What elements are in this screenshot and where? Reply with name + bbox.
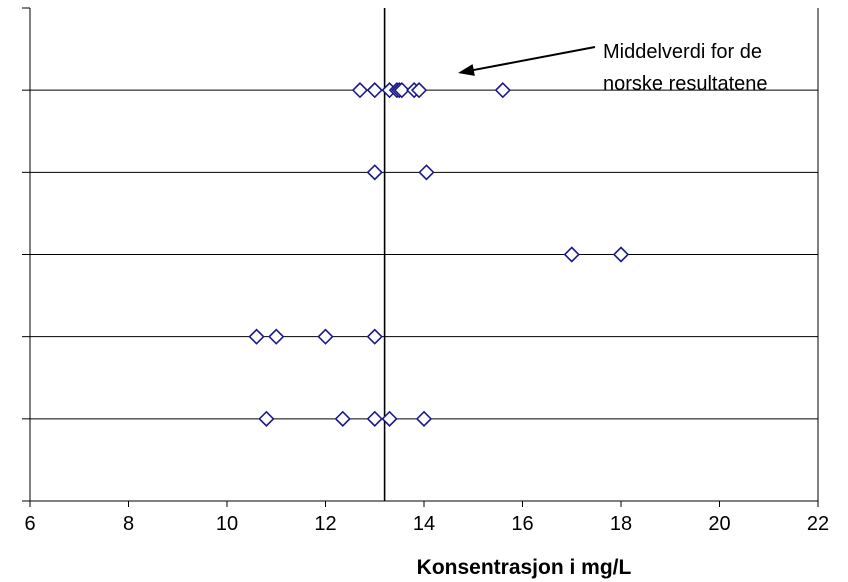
data-point <box>494 82 511 99</box>
data-point <box>366 164 383 181</box>
annotation-line-2: norske resultatene <box>603 73 768 95</box>
x-axis-ticks: 6 8 10 12 14 16 18 20 22 <box>24 501 829 535</box>
data-point <box>381 410 398 427</box>
x-tick-label: 6 <box>24 513 35 535</box>
data-point <box>563 246 580 263</box>
x-tick-label: 14 <box>413 513 435 535</box>
annotation-line-1: Middelverdi for de <box>603 41 762 63</box>
x-tick-label: 10 <box>216 513 238 535</box>
grid-lines <box>30 89 818 420</box>
data-point <box>366 82 383 99</box>
data-point <box>268 328 285 345</box>
data-point <box>612 246 630 263</box>
annotation-arrow-head <box>458 64 475 76</box>
data-point <box>366 410 383 427</box>
x-axis-title: Konsentrasjon i mg/L <box>417 556 632 579</box>
annotation-arrow-line <box>469 46 596 72</box>
data-point <box>393 82 410 99</box>
data-point <box>418 164 435 181</box>
data-point <box>334 410 351 427</box>
x-tick-label: 16 <box>511 513 533 535</box>
x-tick-label: 18 <box>610 513 632 535</box>
data-point <box>366 328 383 345</box>
data-point <box>415 410 433 427</box>
x-tick-label: 8 <box>123 513 134 535</box>
x-tick-label: 12 <box>314 513 336 535</box>
x-tick-label: 22 <box>807 513 829 535</box>
data-point <box>351 82 369 99</box>
axes <box>22 7 819 502</box>
data-point <box>410 82 428 99</box>
data-point <box>317 328 334 345</box>
data-points <box>248 82 630 427</box>
data-point <box>248 328 265 345</box>
x-tick-label: 20 <box>708 513 730 535</box>
annotation-group: Middelverdi for de norske resultatene <box>458 41 768 95</box>
data-point <box>258 410 275 427</box>
